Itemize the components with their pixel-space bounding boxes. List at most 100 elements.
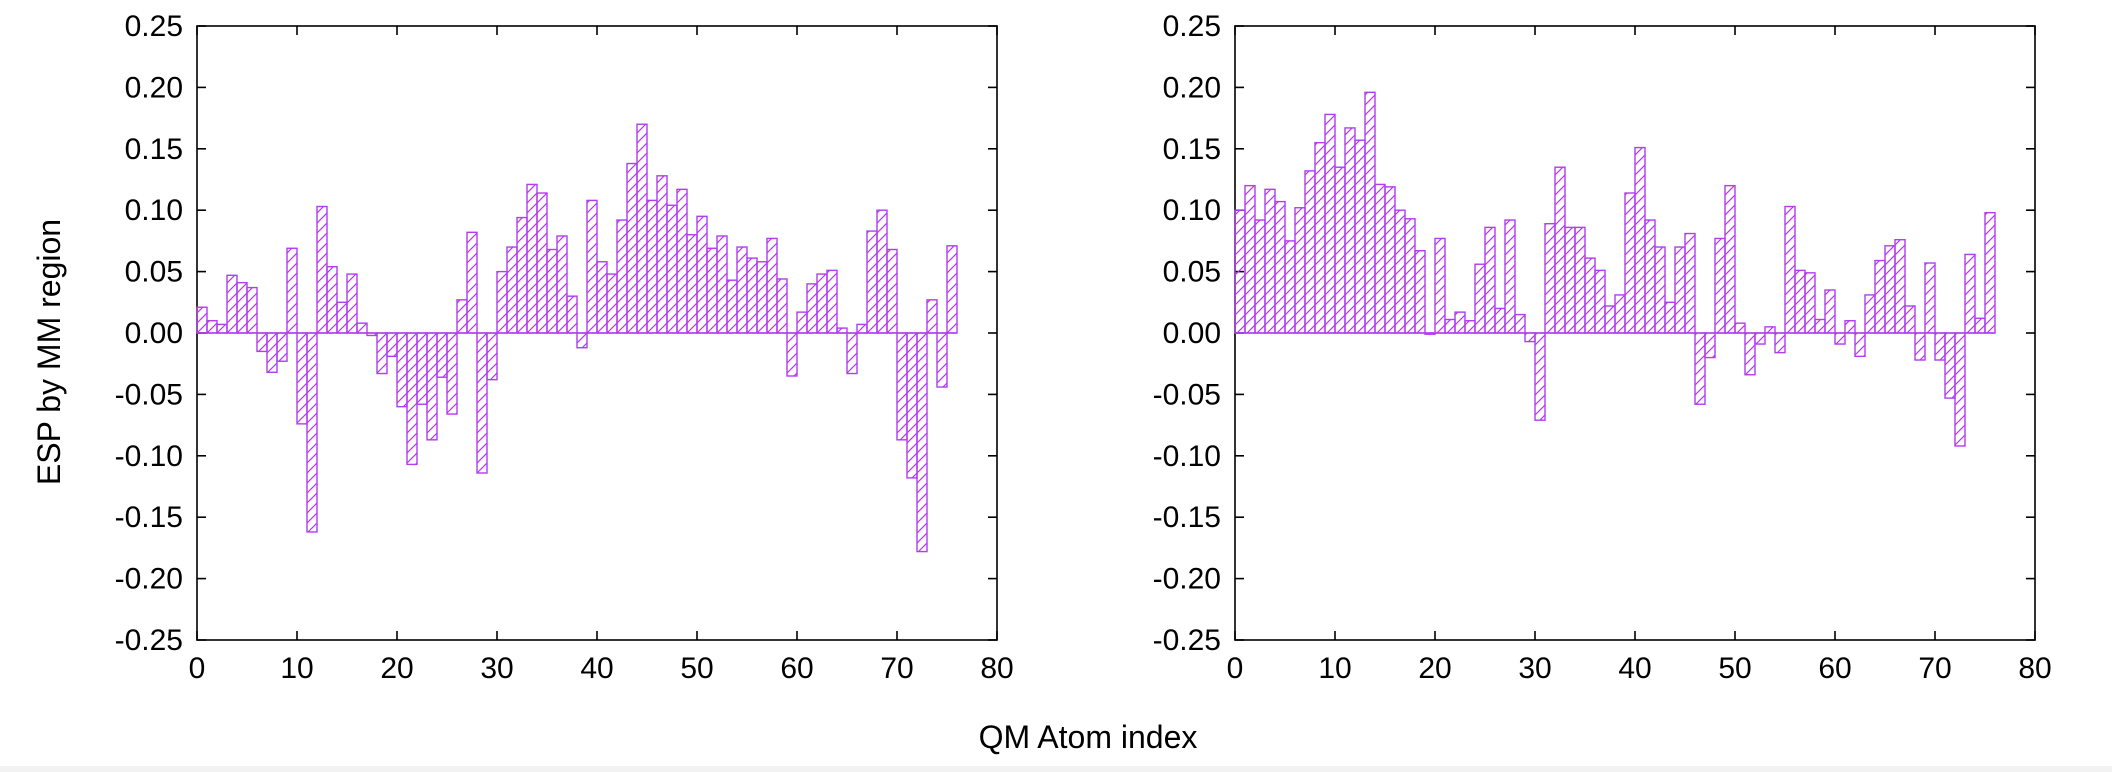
y-tick-label: 0.20: [1163, 71, 1221, 104]
bar: [346, 273, 358, 334]
bar: [1344, 127, 1356, 334]
bar: [276, 332, 288, 362]
bar: [1734, 322, 1746, 334]
bar: [1564, 226, 1576, 334]
y-tick-label: 0.00: [1163, 317, 1221, 350]
bar: [816, 273, 828, 334]
x-tick-label: 10: [1318, 652, 1351, 685]
bar: [1604, 305, 1616, 334]
bar: [1634, 146, 1646, 334]
bar: [1464, 320, 1476, 334]
y-tick-label: -0.05: [1153, 378, 1221, 411]
y-tick-label: -0.20: [115, 563, 183, 596]
bar: [936, 332, 948, 388]
bar: [1674, 246, 1686, 334]
bar: [1904, 305, 1916, 334]
x-tick-label: 70: [880, 652, 913, 685]
bar: [536, 192, 548, 334]
bar: [1264, 188, 1276, 334]
bar: [566, 295, 578, 334]
bar: [1494, 307, 1506, 334]
bar: [556, 235, 568, 334]
bar: [1404, 218, 1416, 334]
bar: [1474, 263, 1486, 334]
bar: [906, 332, 918, 479]
x-tick-label: 0: [1227, 652, 1244, 685]
bar: [1374, 183, 1386, 334]
bar: [1594, 269, 1606, 334]
bar: [426, 332, 438, 441]
bar: [806, 283, 818, 334]
y-tick-label: 0.10: [125, 194, 183, 227]
y-tick-label: 0.25: [1163, 10, 1221, 43]
y-tick-label: 0.00: [125, 317, 183, 350]
bar: [1304, 170, 1316, 334]
bar: [356, 322, 368, 334]
x-tick-label: 30: [480, 652, 513, 685]
bar: [1714, 237, 1726, 334]
bar: [1394, 209, 1406, 334]
bar: [1244, 184, 1256, 334]
bar: [1254, 219, 1266, 334]
bar: [1534, 332, 1546, 421]
bar: [886, 248, 898, 334]
bar: [256, 332, 268, 353]
bar: [526, 183, 538, 334]
bar: [1774, 332, 1786, 354]
bar: [1654, 246, 1666, 334]
bar: [396, 332, 408, 408]
bar: [1914, 332, 1926, 361]
bar: [1414, 250, 1426, 334]
bar: [706, 247, 718, 334]
left-bar-panel: -0.25 -0.20 -0.15 -0.10 -0.05 0.00 0.05 0.10 0.1…: [115, 10, 1014, 685]
y-tick-label: 0.15: [1163, 133, 1221, 166]
bar: [1854, 332, 1866, 358]
x-tick-label: 80: [2018, 652, 2051, 685]
bar: [1964, 253, 1976, 334]
bar: [1954, 332, 1966, 447]
bar: [676, 188, 688, 334]
y-tick-label: 0.05: [125, 256, 183, 289]
bar: [616, 219, 628, 334]
bar: [1874, 259, 1886, 334]
bar: [786, 332, 798, 377]
bar: [736, 246, 748, 334]
bar: [896, 332, 908, 441]
bar: [1984, 211, 1996, 334]
x-tick-label: 20: [380, 652, 413, 685]
bar: [326, 265, 338, 334]
bar: [596, 261, 608, 334]
bar: [376, 332, 388, 375]
bar: [946, 245, 958, 334]
bar: [1294, 207, 1306, 334]
bar: [796, 311, 808, 334]
bar: [1764, 326, 1776, 334]
bar: [306, 332, 318, 533]
bar: [1744, 332, 1756, 376]
bar: [1814, 318, 1826, 334]
bar: [1434, 237, 1446, 334]
bar: [1844, 320, 1856, 334]
bar: [446, 332, 458, 415]
bar: [236, 281, 248, 334]
x-tick-label: 40: [580, 652, 613, 685]
bar: [636, 123, 648, 334]
bar: [286, 247, 298, 334]
bar: [406, 332, 418, 466]
y-tick-label: -0.25: [115, 624, 183, 657]
bar: [1894, 238, 1906, 334]
bar: [316, 205, 328, 334]
bar: [1724, 184, 1736, 334]
bar: [776, 278, 788, 334]
bar: [1514, 313, 1526, 334]
bar: [1454, 311, 1466, 334]
y-tick-label: 0.20: [125, 71, 183, 104]
bar: [486, 332, 498, 381]
bar: [416, 332, 428, 405]
x-tick-label: 0: [189, 652, 206, 685]
bar: [1974, 317, 1986, 334]
bar: [1684, 232, 1696, 334]
bar: [846, 332, 858, 375]
bar: [926, 299, 938, 334]
